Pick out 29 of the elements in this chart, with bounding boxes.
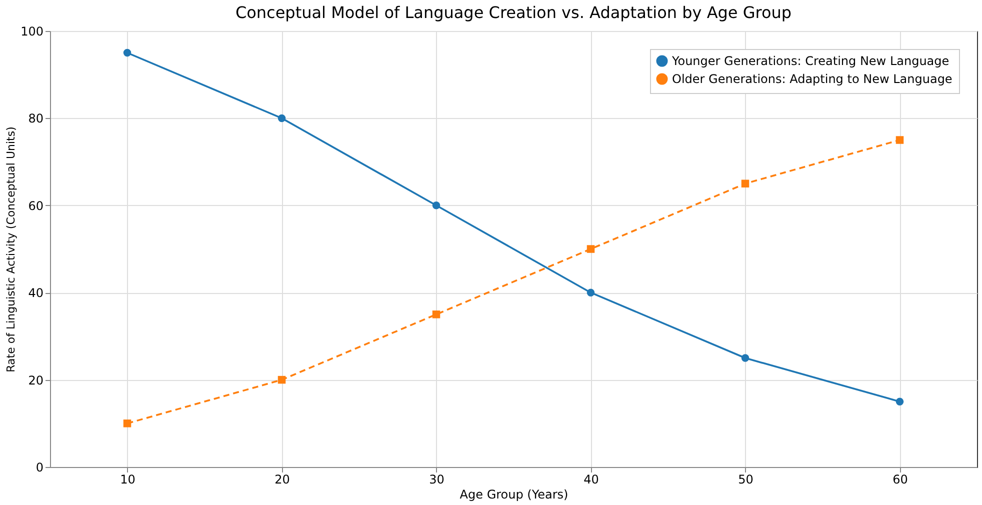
point <box>278 114 286 122</box>
point <box>586 245 595 253</box>
point <box>432 202 440 210</box>
x-axis-title: Age Group (Years) <box>460 488 568 502</box>
y-tick-label: 40 <box>28 286 44 300</box>
point <box>123 48 132 57</box>
x-tick-label: 40 <box>584 472 599 486</box>
point <box>741 180 750 188</box>
y-tick-label: 80 <box>28 112 44 126</box>
point <box>278 376 286 384</box>
y-axis-title: Rate of Linguistic Activity (Conceptual Units) <box>4 126 18 372</box>
y-tick-label: 100 <box>20 24 44 38</box>
point <box>432 310 440 318</box>
x-tick-label: 30 <box>429 472 444 486</box>
x-tick-label: 50 <box>738 472 754 486</box>
point <box>896 136 904 144</box>
x-tick-label: 10 <box>120 472 136 486</box>
y-tick-label: 20 <box>28 373 44 388</box>
x-tick-label: 20 <box>274 472 290 486</box>
point <box>896 398 904 406</box>
y-tick-label: 0 <box>36 460 44 474</box>
legend-label: Older Generations: Adapting to New Language <box>672 72 952 86</box>
point <box>123 420 132 428</box>
legend-label: Younger Generations: Creating New Language <box>671 54 950 68</box>
y-tick-label: 60 <box>28 198 44 213</box>
point <box>741 354 750 362</box>
chart-title: Conceptual Model of Language Creation vs. Adaptation by Age Group <box>235 3 792 22</box>
point <box>586 288 595 296</box>
x-tick-label: 60 <box>892 472 908 486</box>
